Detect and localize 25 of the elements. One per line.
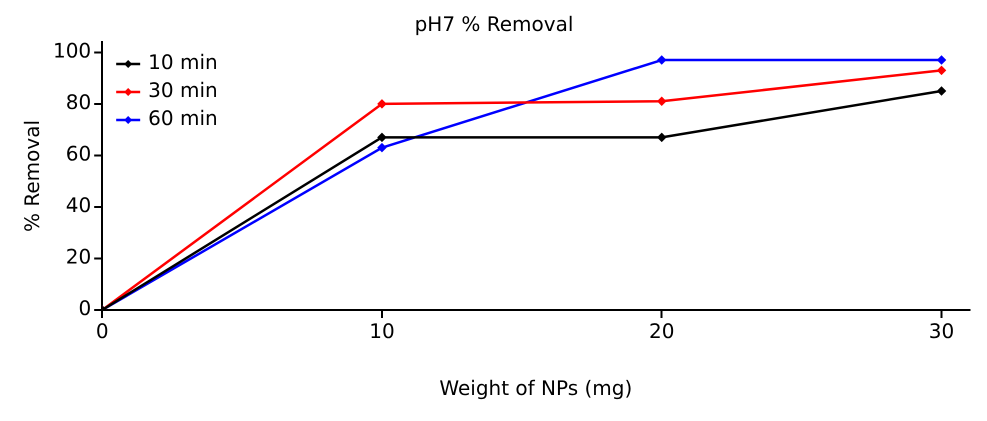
x-axis-title: Weight of NPs (mg) <box>439 376 632 400</box>
y-tick-label: 20 <box>66 244 92 269</box>
x-tick-label: 10 <box>369 319 395 344</box>
legend-label: 10 min <box>148 50 218 74</box>
y-tick-label: 80 <box>66 90 92 114</box>
y-tick-label: 100 <box>52 38 92 63</box>
x-tick-label: 20 <box>649 319 674 344</box>
point <box>657 133 666 142</box>
point <box>657 56 666 64</box>
legend-label: 30 min <box>148 78 218 102</box>
y-tick-label: 40 <box>66 193 92 218</box>
point <box>937 66 946 75</box>
point <box>378 100 386 108</box>
chart-title: pH7 % Removal <box>414 12 574 36</box>
y-axis-title: % Removal <box>20 120 44 232</box>
point <box>657 97 666 106</box>
y-tick-label: 0 <box>78 296 92 320</box>
point <box>937 86 946 96</box>
point <box>937 56 946 64</box>
legend-label: 60 min <box>148 106 218 130</box>
x-tick-label: 30 <box>928 319 954 344</box>
point <box>378 133 386 142</box>
x-tick-label: 0 <box>96 319 109 344</box>
y-tick-label: 60 <box>66 142 92 166</box>
point <box>378 143 386 152</box>
